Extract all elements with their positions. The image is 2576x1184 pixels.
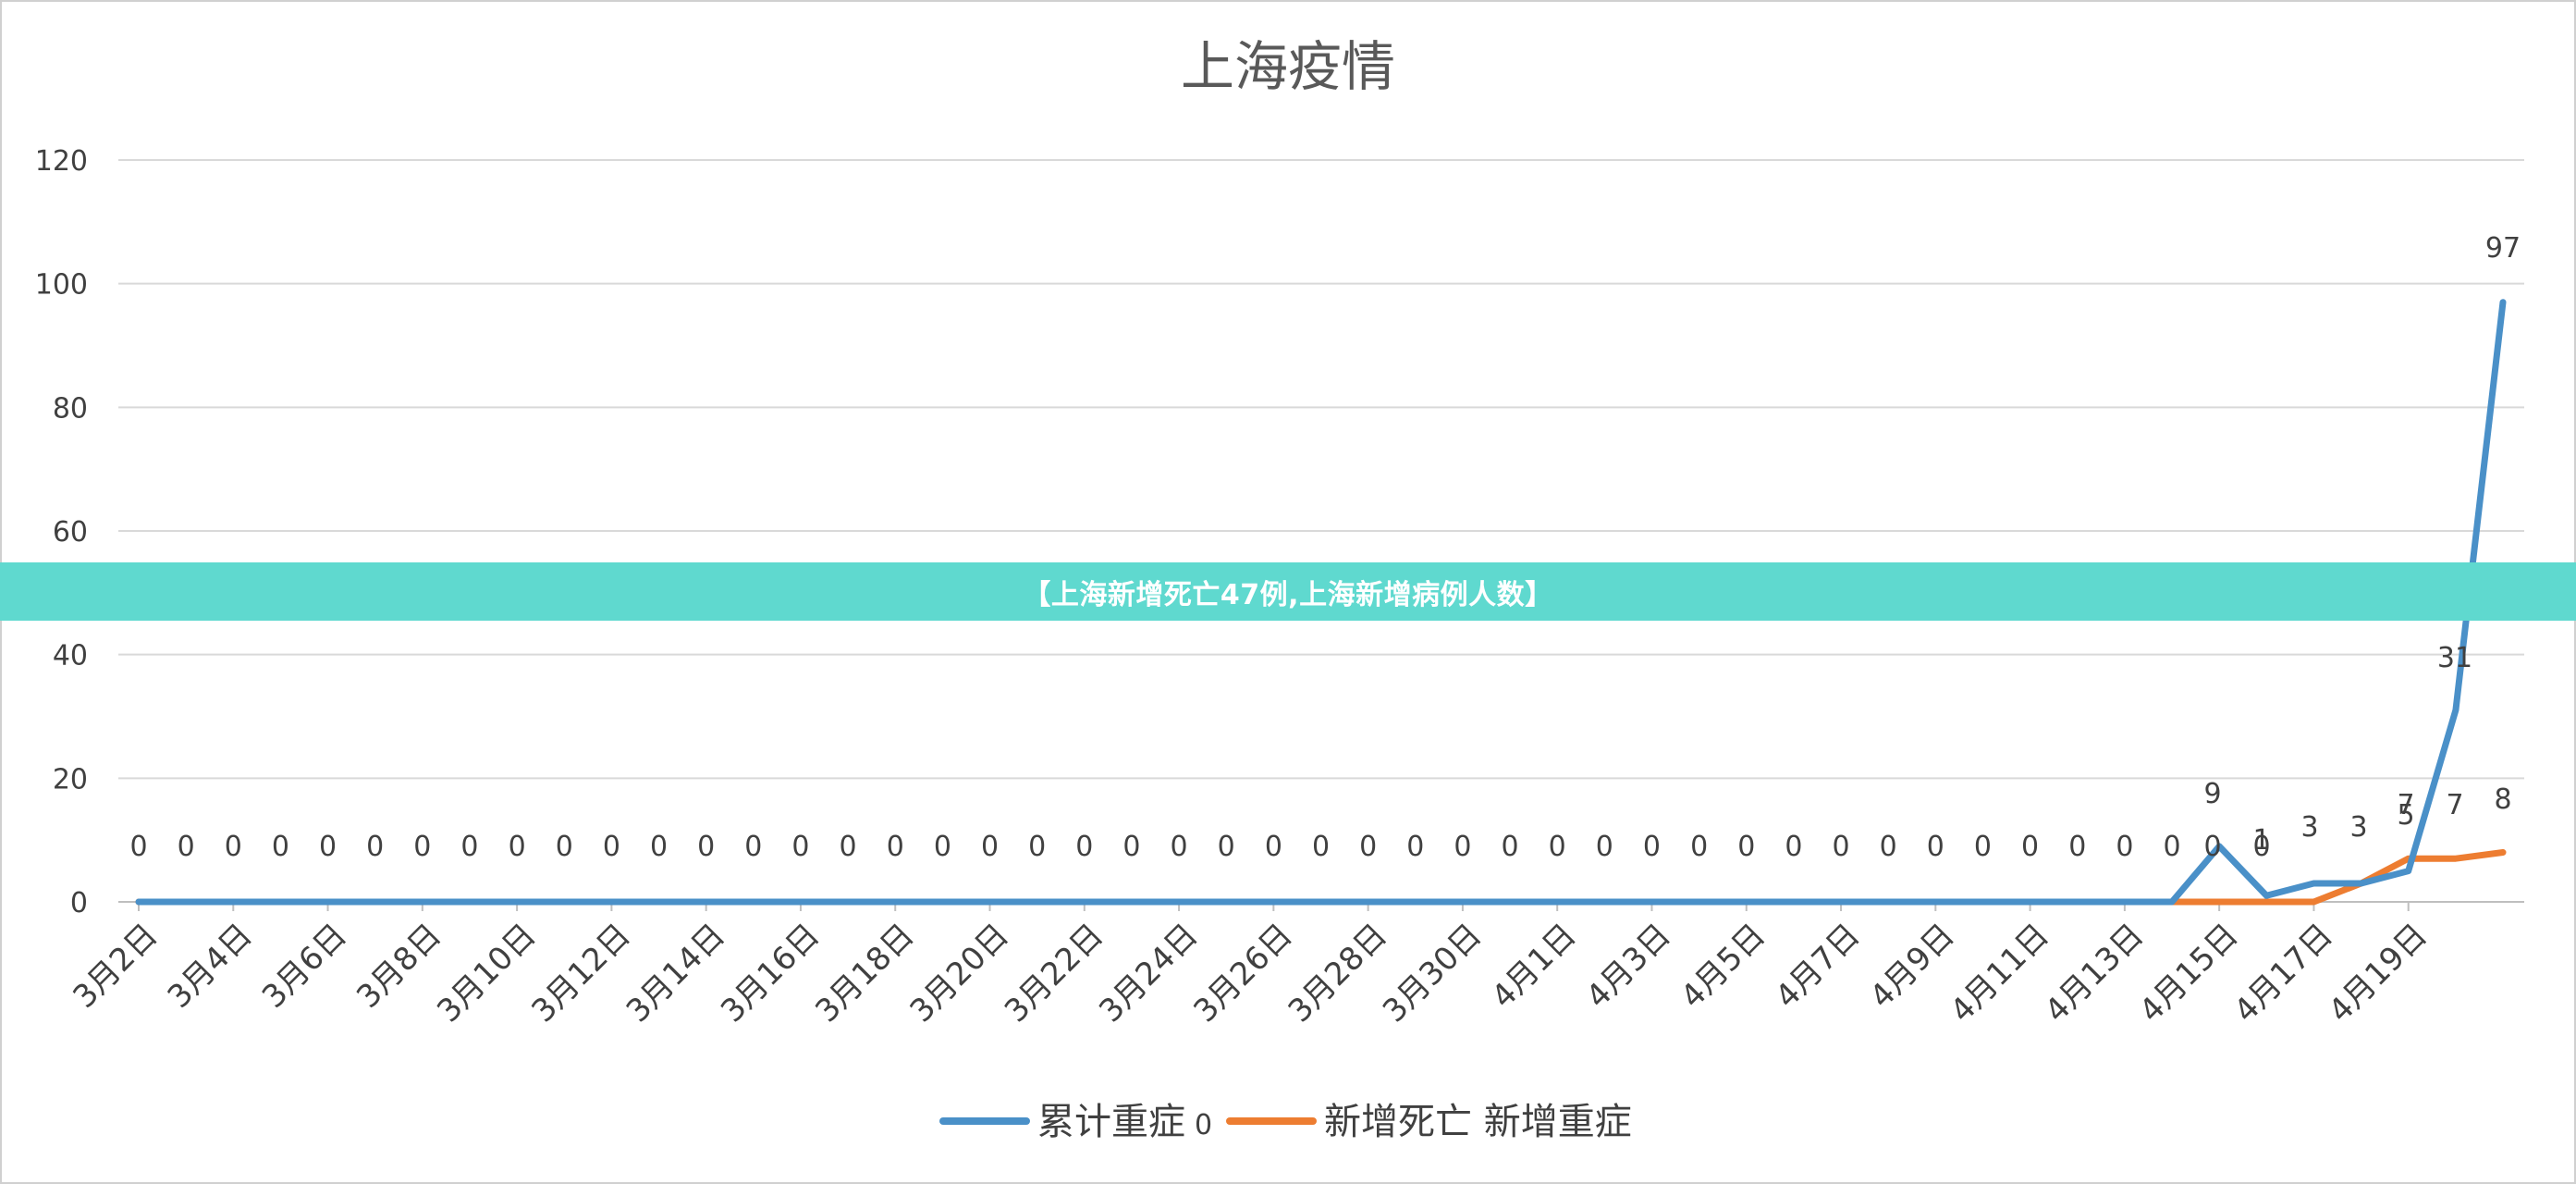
data-label: 31 <box>2437 642 2472 674</box>
data-label: 0 <box>1406 831 1424 863</box>
data-label: 0 <box>2068 831 2086 863</box>
data-label: 0 <box>413 831 431 863</box>
data-label: 0 <box>556 831 573 863</box>
data-label: 97 <box>2485 232 2521 265</box>
legend-label-cumulative: 累计重症 <box>1037 1101 1185 1143</box>
legend: 累计重症 0 新增死亡 新增重症 <box>939 1101 1632 1143</box>
data-label: 0 <box>1596 831 1613 863</box>
data-label: 0 <box>1832 831 1849 863</box>
y-tick-label: 40 <box>53 640 88 672</box>
data-label: 0 <box>697 831 715 863</box>
data-label: 0 <box>129 831 147 863</box>
legend-suffix: 0 <box>1195 1109 1212 1141</box>
data-label: 7 <box>2446 789 2463 821</box>
y-axis-ticks: 0 20 40 60 80 100 120 <box>35 145 88 919</box>
y-tick-label: 80 <box>53 392 88 425</box>
data-label: 0 <box>460 831 478 863</box>
chart-title: 上海疫情 <box>1181 35 1395 98</box>
data-label: 0 <box>1359 831 1377 863</box>
series-lines <box>135 299 2507 906</box>
data-label: 0 <box>1075 831 1093 863</box>
y-tick-label: 0 <box>70 887 88 919</box>
headline-banner: 【上海新增死亡47例,上海新增病例人数】 <box>0 562 2576 621</box>
data-label: 0 <box>1265 831 1282 863</box>
data-label: 0 <box>887 831 904 863</box>
data-label: 0 <box>2252 831 2270 863</box>
data-label: 0 <box>225 831 242 863</box>
data-label: 0 <box>1927 831 1944 863</box>
data-label: 3 <box>2349 811 2367 844</box>
data-label: 0 <box>2116 831 2133 863</box>
data-label: 0 <box>2163 831 2180 863</box>
data-label: 8 <box>2494 783 2511 816</box>
data-label: 0 <box>1737 831 1755 863</box>
data-label: 0 <box>603 831 620 863</box>
y-tick-label: 60 <box>53 516 88 549</box>
data-label: 0 <box>1880 831 1897 863</box>
data-label: 0 <box>744 831 762 863</box>
data-label: 3 <box>2300 811 2318 844</box>
data-label: 0 <box>1454 831 1471 863</box>
data-label: 0 <box>1785 831 1802 863</box>
data-label: 0 <box>1171 831 1188 863</box>
data-label: 0 <box>1690 831 1708 863</box>
data-label: 0 <box>366 831 384 863</box>
data-label: 0 <box>1312 831 1330 863</box>
data-label: 0 <box>934 831 951 863</box>
grid-lines <box>118 159 2524 903</box>
data-label: 0 <box>509 831 526 863</box>
legend-label-new: 新增死亡 新增重症 <box>1324 1101 1632 1143</box>
y-tick-label: 120 <box>35 145 88 178</box>
data-label: 0 <box>1218 831 1235 863</box>
data-label: 7 <box>2397 789 2414 821</box>
data-label: 0 <box>2021 831 2039 863</box>
y-tick-label: 20 <box>53 763 88 796</box>
data-label: 0 <box>2203 831 2221 863</box>
data-label: 0 <box>840 831 857 863</box>
data-label: 0 <box>272 831 289 863</box>
data-label: 0 <box>1502 831 1519 863</box>
data-label: 0 <box>319 831 337 863</box>
data-label: 0 <box>981 831 999 863</box>
data-label: 0 <box>178 831 195 863</box>
series-line-cumulative-severe <box>135 299 2507 906</box>
data-label: 0 <box>791 831 809 863</box>
data-label: 0 <box>1028 831 1046 863</box>
data-label: 9 <box>2203 778 2221 810</box>
y-tick-label: 100 <box>35 269 88 302</box>
data-label: 0 <box>1122 831 1140 863</box>
data-label: 0 <box>1643 831 1661 863</box>
data-label: 5 <box>2397 799 2414 832</box>
data-label: 0 <box>1549 831 1566 863</box>
data-label: 0 <box>650 831 668 863</box>
headline-text: 【上海新增死亡47例,上海新增病例人数】 <box>1023 578 1553 611</box>
data-label: 0 <box>1974 831 1992 863</box>
data-label: 1 <box>2252 824 2270 857</box>
